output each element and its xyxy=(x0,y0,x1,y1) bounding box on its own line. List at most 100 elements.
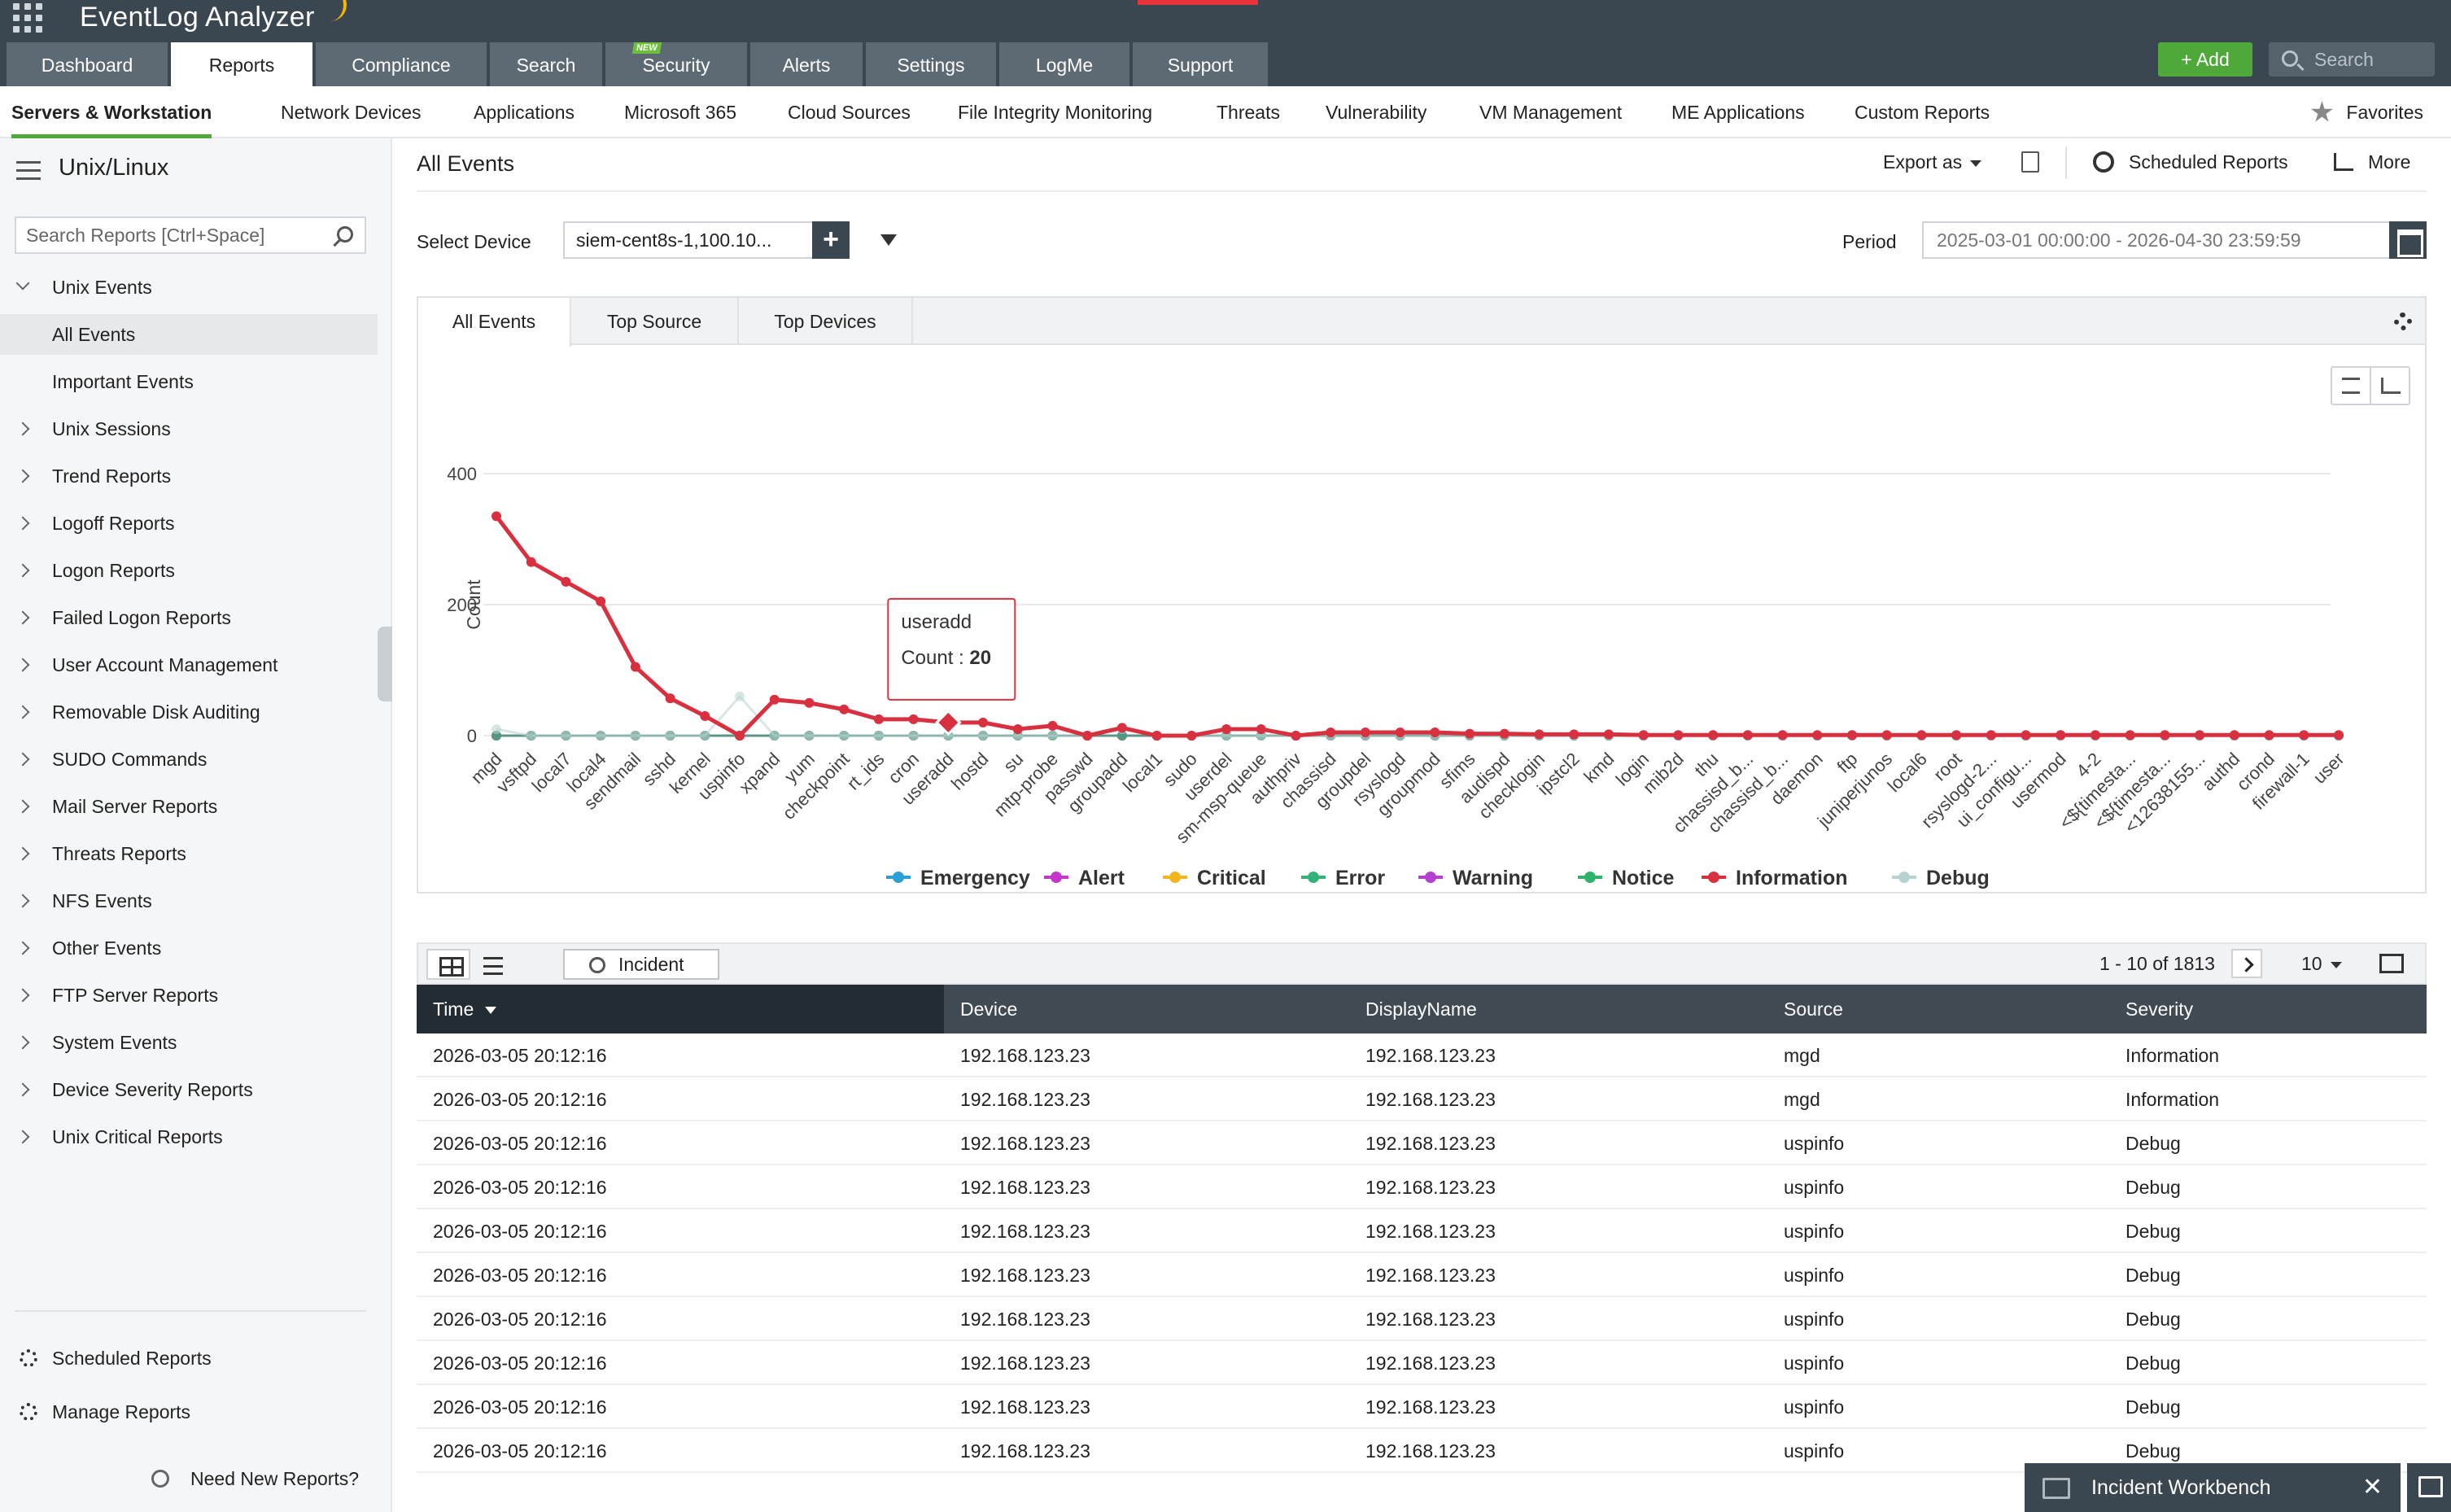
tab-compliance[interactable]: Compliance xyxy=(316,42,487,86)
gear-icon[interactable] xyxy=(2394,312,2412,330)
pagination-label: 1 - 10 of 1813 xyxy=(2099,953,2215,974)
tab-dashboard[interactable]: Dashboard xyxy=(7,42,168,86)
nav-file-integrity[interactable]: File Integrity Monitoring xyxy=(958,102,1153,123)
nav-servers-workstation[interactable]: Servers & Workstation xyxy=(11,86,212,138)
sidebar-collapse-handle[interactable] xyxy=(378,627,392,701)
device-select[interactable]: siem-cent8s-1,100.10... xyxy=(563,221,820,259)
table-row[interactable]: 2026-03-05 20:12:16 192.168.123.23 192.168… xyxy=(417,1253,2427,1297)
tab-search[interactable]: Search xyxy=(490,42,602,86)
chart-tab-top-devices[interactable]: Top Devices xyxy=(739,298,913,345)
data-point-information xyxy=(1256,723,1266,734)
table-row[interactable]: 2026-03-05 20:12:16 192.168.123.23 192.168… xyxy=(417,1209,2427,1253)
column-source[interactable]: Source xyxy=(1784,999,1843,1020)
sidebar-item-system-events[interactable]: System Events xyxy=(0,1022,378,1063)
table-row[interactable]: 2026-03-05 20:12:16 192.168.123.23 192.168… xyxy=(417,1385,2427,1429)
table-row[interactable]: 2026-03-05 20:12:16 192.168.123.23 192.168… xyxy=(417,1121,2427,1165)
chevron-right-icon xyxy=(15,469,30,483)
sidebar-item-logon-reports[interactable]: Logon Reports xyxy=(0,550,378,591)
sidebar-item-ftp-server-reports[interactable]: FTP Server Reports xyxy=(0,975,378,1016)
sidebar-item-threats-reports[interactable]: Threats Reports xyxy=(0,833,378,874)
nav-threats[interactable]: Threats xyxy=(1217,102,1280,123)
tab-settings[interactable]: Settings xyxy=(866,42,996,86)
nav-applications[interactable]: Applications xyxy=(474,102,575,123)
tab-logme[interactable]: LogMe xyxy=(999,42,1129,86)
sidebar-item-all-events[interactable]: All Events xyxy=(0,314,378,355)
table-toolbar: Incident 1 - 10 of 1813 10 xyxy=(417,942,2427,985)
grid-view-icon[interactable] xyxy=(426,949,470,980)
table-row[interactable]: 2026-03-05 20:12:16 192.168.123.23 192.168… xyxy=(417,1033,2427,1077)
add-button[interactable]: + Add xyxy=(2158,42,2252,76)
tab-alerts[interactable]: Alerts xyxy=(750,42,863,86)
app-grid-icon[interactable] xyxy=(13,3,46,33)
filter-icon[interactable] xyxy=(880,234,897,246)
chart-settings-icon[interactable] xyxy=(2342,378,2360,394)
pdf-settings-icon[interactable] xyxy=(2021,151,2039,173)
tab-support[interactable]: Support xyxy=(1133,42,1268,86)
sidebar-item-user-account-management[interactable]: User Account Management xyxy=(0,645,378,685)
sidebar-item-other-events[interactable]: Other Events xyxy=(0,928,378,968)
need-new-reports-link[interactable]: Need New Reports? xyxy=(151,1468,359,1490)
sidebar-item-unix-critical-reports[interactable]: Unix Critical Reports xyxy=(0,1117,378,1157)
category-nav: Servers & Workstation Network Devices Ap… xyxy=(0,86,2451,138)
more-button[interactable]: More xyxy=(2334,151,2410,173)
nav-vulnerability[interactable]: Vulnerability xyxy=(1326,102,1427,123)
sidebar-item-unix-sessions[interactable]: Unix Sessions xyxy=(0,409,378,449)
data-point-information xyxy=(630,662,640,672)
close-icon[interactable]: ✕ xyxy=(2361,1474,2383,1501)
column-time[interactable]: Time xyxy=(417,985,944,1033)
nav-me-applications[interactable]: ME Applications xyxy=(1671,102,1805,123)
sidebar-scheduled-reports[interactable]: Scheduled Reports xyxy=(0,1338,382,1379)
table-row[interactable]: 2026-03-05 20:12:16 192.168.123.23 192.168… xyxy=(417,1165,2427,1209)
x-tick-label: vsftpd xyxy=(492,749,540,797)
incident-button[interactable]: Incident xyxy=(563,949,719,980)
sidebar-item-failed-logon-reports[interactable]: Failed Logon Reports xyxy=(0,597,378,638)
table-row[interactable]: 2026-03-05 20:12:16 192.168.123.23 192.168… xyxy=(417,1077,2427,1121)
menu-icon[interactable] xyxy=(16,161,41,181)
sidebar-item-mail-server-reports[interactable]: Mail Server Reports xyxy=(0,786,378,827)
chat-icon[interactable] xyxy=(2407,1463,2451,1512)
column-device[interactable]: Device xyxy=(960,999,1018,1020)
global-search-input[interactable]: Search xyxy=(2269,42,2435,76)
nav-cloud-sources[interactable]: Cloud Sources xyxy=(788,102,911,123)
column-displayname[interactable]: DisplayName xyxy=(1365,999,1477,1020)
sidebar-item-sudo-commands[interactable]: SUDO Commands xyxy=(0,739,378,780)
sidebar-item-logoff-reports[interactable]: Logoff Reports xyxy=(0,503,378,544)
sidebar-item-trend-reports[interactable]: Trend Reports xyxy=(0,456,378,496)
chart-tab-all-events[interactable]: All Events xyxy=(418,298,571,347)
nav-vm-management[interactable]: VM Management xyxy=(1479,102,1623,123)
cell-device: 192.168.123.23 xyxy=(960,1089,1090,1110)
add-device-button[interactable]: + xyxy=(812,221,850,259)
sidebar-manage-reports[interactable]: Manage Reports xyxy=(0,1392,382,1432)
period-input[interactable]: 2025-03-01 00:00:00 - 2026-04-30 23:59:5… xyxy=(1922,221,2394,259)
table-row[interactable]: 2026-03-05 20:12:16 192.168.123.23 192.168… xyxy=(417,1341,2427,1385)
data-point-information xyxy=(1986,730,1996,741)
sidebar-item-important-events[interactable]: Important Events xyxy=(0,361,378,402)
sidebar-item-unix-events[interactable]: Unix Events xyxy=(0,267,378,308)
tab-reports[interactable]: Reports xyxy=(171,42,312,86)
calendar-icon[interactable] xyxy=(2389,221,2427,259)
nav-network-devices[interactable]: Network Devices xyxy=(281,102,422,123)
chart-tab-top-source[interactable]: Top Source xyxy=(571,298,739,345)
incident-workbench-bar[interactable]: Incident Workbench ✕ xyxy=(2025,1463,2401,1512)
list-view-icon[interactable] xyxy=(472,949,516,980)
chart-type-icon[interactable] xyxy=(2381,378,2401,394)
next-page-button[interactable] xyxy=(2231,949,2262,978)
data-point-information xyxy=(1499,728,1509,739)
per-page-select[interactable]: 10 xyxy=(2301,944,2342,983)
scheduled-reports-button[interactable]: Scheduled Reports xyxy=(2093,151,2288,173)
sidebar-item-removable-disk-auditing[interactable]: Removable Disk Auditing xyxy=(0,692,378,732)
nav-custom-reports[interactable]: Custom Reports xyxy=(1855,102,1990,123)
sidebar-item-device-severity-reports[interactable]: Device Severity Reports xyxy=(0,1069,378,1110)
cell-time: 2026-03-05 20:12:16 xyxy=(433,1265,607,1286)
export-as-dropdown[interactable]: Export as xyxy=(1883,151,1982,173)
favorites-link[interactable]: Favorites xyxy=(2310,86,2423,138)
column-settings-icon[interactable] xyxy=(2379,954,2404,973)
nav-microsoft-365[interactable]: Microsoft 365 xyxy=(624,102,737,123)
sidebar-item-nfs-events[interactable]: NFS Events xyxy=(0,881,378,921)
tab-security[interactable]: NEW Security xyxy=(605,42,747,86)
report-search-input[interactable]: Search Reports [Ctrl+Space] xyxy=(15,216,366,254)
table-row[interactable]: 2026-03-05 20:12:16 192.168.123.23 192.168… xyxy=(417,1429,2427,1473)
cell-severity: Debug xyxy=(2126,1221,2181,1242)
table-row[interactable]: 2026-03-05 20:12:16 192.168.123.23 192.168… xyxy=(417,1297,2427,1341)
column-severity[interactable]: Severity xyxy=(2126,999,2194,1020)
